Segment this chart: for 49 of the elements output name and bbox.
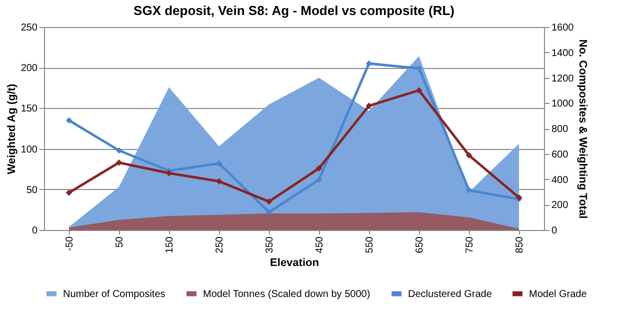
y2-tick-label: 400 bbox=[552, 174, 569, 186]
x-tick-label: 50 bbox=[114, 236, 126, 248]
y2-tick-label: 1200 bbox=[552, 73, 574, 84]
x-tick-label: 550 bbox=[364, 236, 376, 254]
x-tick-label: 850 bbox=[514, 236, 526, 254]
y2-tick-label: 200 bbox=[552, 200, 569, 212]
x-tick-label: 450 bbox=[314, 236, 326, 254]
chart-title: SGX deposit, Vein S8: Ag - Model vs composite (RL) bbox=[134, 3, 454, 18]
y2-tick-label: 600 bbox=[552, 149, 569, 160]
legend-label: Model Grade bbox=[529, 288, 588, 300]
y-tick-label: 150 bbox=[20, 104, 38, 115]
point bbox=[466, 152, 472, 158]
x-tick-label: 150 bbox=[164, 236, 176, 254]
x-axis-title: Elevation bbox=[270, 257, 320, 270]
x-tick-label: 250 bbox=[214, 236, 226, 254]
legend-label: Model Tonnes (Scaled down by 5000) bbox=[203, 288, 370, 300]
y2-tick-label: 0 bbox=[552, 226, 558, 236]
point bbox=[116, 159, 122, 166]
y-tick-label: 250 bbox=[20, 22, 38, 34]
y-tick-label: 0 bbox=[32, 226, 38, 236]
point bbox=[66, 117, 72, 124]
legend-label: Number of Composites bbox=[63, 288, 166, 300]
point bbox=[466, 187, 472, 194]
y-tick-label: 100 bbox=[20, 144, 38, 156]
y-tick-label: 50 bbox=[26, 184, 38, 196]
y-tick-label: 200 bbox=[20, 63, 38, 74]
y2-tick-label: 1000 bbox=[552, 98, 574, 110]
point bbox=[416, 87, 422, 94]
x-tick-label: -50 bbox=[64, 236, 76, 251]
x-tick-label: 750 bbox=[464, 236, 476, 254]
y-axis-title: Weighted Ag (g/t) bbox=[6, 83, 18, 174]
point bbox=[366, 60, 372, 67]
point bbox=[216, 160, 222, 167]
y2-tick-label: 1600 bbox=[552, 22, 574, 34]
y2-tick-label: 1400 bbox=[552, 48, 574, 59]
point bbox=[66, 189, 72, 196]
point bbox=[316, 176, 322, 183]
y2-tick-label: 800 bbox=[552, 124, 569, 135]
x-tick-label: 650 bbox=[414, 236, 426, 254]
legend-label: Declustered Grade bbox=[408, 288, 492, 300]
point bbox=[316, 165, 322, 172]
point bbox=[266, 208, 272, 216]
point bbox=[266, 198, 272, 205]
x-tick-label: 350 bbox=[264, 236, 276, 254]
point bbox=[366, 102, 372, 109]
point bbox=[166, 170, 172, 176]
point bbox=[116, 147, 122, 154]
point bbox=[216, 178, 222, 184]
y2-axis-title: No. Composites & Weighting Total bbox=[576, 39, 589, 219]
